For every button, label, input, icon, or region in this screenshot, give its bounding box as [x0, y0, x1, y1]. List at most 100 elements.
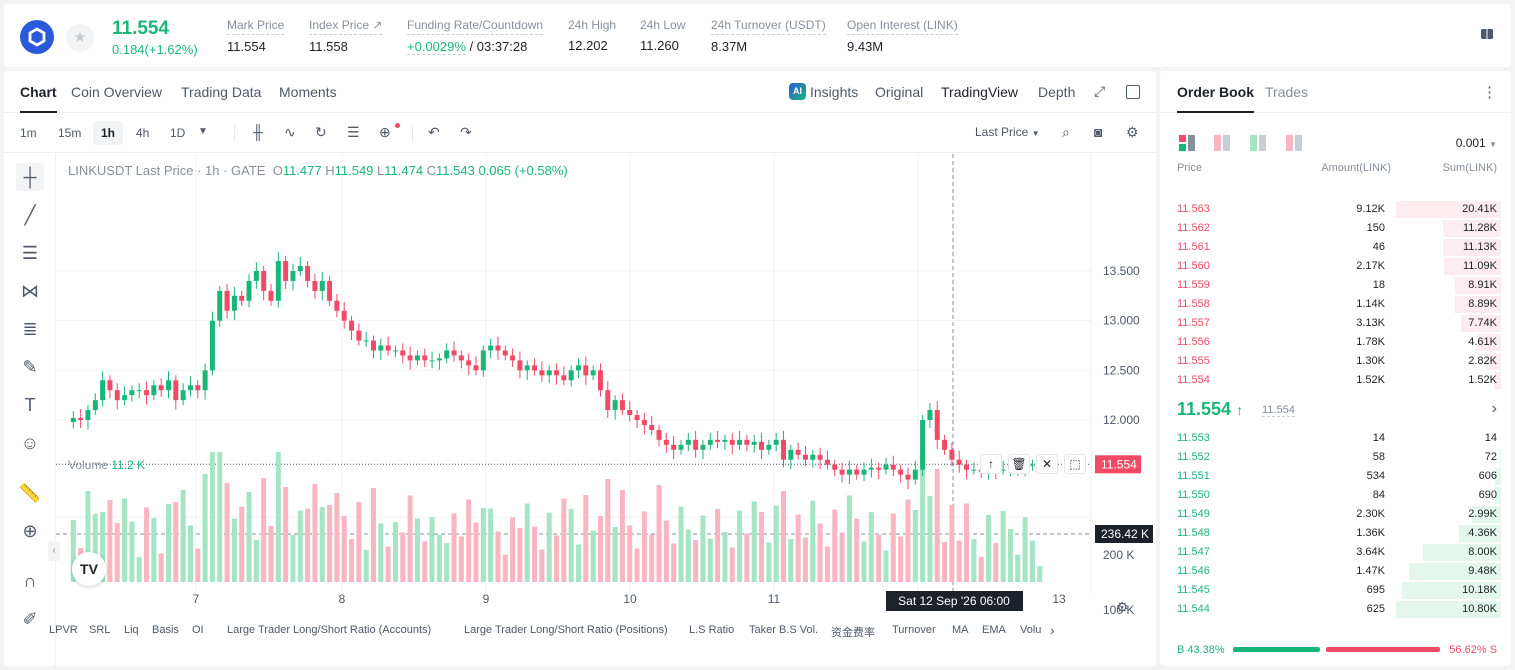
gear-icon[interactable]: ⚙	[1126, 124, 1139, 140]
chevron-right-icon[interactable]: ›	[1491, 400, 1497, 417]
bid-row[interactable]: 11.551 534 606	[1160, 467, 1511, 486]
layout-bids-icon[interactable]	[1214, 135, 1230, 151]
trash-icon[interactable]: 🗑	[1008, 454, 1030, 474]
trendline-icon[interactable]: ╱	[24, 205, 36, 225]
undo-icon[interactable]: ↶	[428, 124, 440, 140]
ask-row[interactable]: 11.556 1.78K 4.61K	[1160, 333, 1511, 352]
chevron-right-icon[interactable]: ›	[1050, 622, 1055, 638]
indicator-item[interactable]: L.S Ratio	[689, 624, 735, 636]
stat-index-price[interactable]: Index Price ↗ 11.558	[309, 18, 383, 54]
indicator-item[interactable]: Volu	[1020, 624, 1042, 636]
ask-row[interactable]: 11.560 2.17K 11.09K	[1160, 257, 1511, 276]
bid-row[interactable]: 11.552 58 72	[1160, 448, 1511, 467]
bid-row[interactable]: 11.550 84 690	[1160, 486, 1511, 505]
stat-funding-rate[interactable]: Funding Rate/Countdown +0.0029% / 03:37:…	[407, 18, 544, 55]
camera-icon[interactable]: ◙	[1094, 124, 1103, 140]
pattern-icon[interactable]: ⋈	[21, 281, 39, 301]
ask-row[interactable]: 11.562 150 11.28K	[1160, 219, 1511, 238]
emoji-icon[interactable]: ☺	[20, 433, 40, 453]
timeframe-1d[interactable]: 1D	[170, 126, 186, 140]
tab-order-book[interactable]: Order Book	[1177, 84, 1255, 113]
ask-row[interactable]: 11.557 3.13K 7.74K	[1160, 314, 1511, 333]
book-icon[interactable]	[1479, 26, 1497, 44]
layout-both-icon[interactable]	[1179, 135, 1195, 151]
indicator-item[interactable]: Large Trader Long/Short Ratio (Accounts)	[227, 624, 432, 636]
tab-chart[interactable]: Chart	[20, 84, 57, 113]
ask-row[interactable]: 11.555 1.30K 2.82K	[1160, 352, 1511, 371]
redo-icon[interactable]: ↷	[460, 124, 472, 140]
candlestick-chart[interactable]: 13.500 13.000 12.500 12.000 11.554 236.42 K 20…	[56, 154, 1156, 617]
bid-row[interactable]: 11.547 3.64K 8.00K	[1160, 543, 1511, 562]
tab-tradingview[interactable]: TradingView	[941, 84, 1019, 100]
tab-moments[interactable]: Moments	[279, 84, 337, 100]
horizontal-lines-icon[interactable]: ☰	[21, 243, 39, 263]
precision-select[interactable]: 0.001 ▼	[1456, 136, 1497, 150]
volume-bar	[305, 508, 311, 582]
ask-row[interactable]: 11.559 18 8.91K	[1160, 276, 1511, 295]
timeframe-15m[interactable]: 15m	[58, 126, 82, 140]
timeframe-1m[interactable]: 1m	[20, 126, 37, 140]
layout-asks-icon[interactable]	[1250, 135, 1266, 151]
ask-row[interactable]: 11.561 46 11.13K	[1160, 238, 1511, 257]
stat-open-interest[interactable]: Open Interest (LINK) 9.43M	[847, 18, 958, 54]
tab-insights[interactable]: Insights	[810, 84, 859, 100]
price-type-select[interactable]: Last Price ▼	[975, 125, 1040, 139]
indicator-item[interactable]: Turnover	[892, 624, 936, 636]
ask-row[interactable]: 11.563 9.12K 20.41K	[1160, 200, 1511, 219]
crosshair-icon[interactable]: ┼	[16, 163, 44, 191]
indicator-item[interactable]: MA	[952, 624, 969, 636]
indicator-item[interactable]: Taker B.S Vol.	[749, 624, 819, 636]
window-icon[interactable]	[1126, 85, 1140, 99]
magnet-icon[interactable]: ∩	[23, 571, 37, 591]
layout-sells-icon[interactable]	[1286, 135, 1302, 151]
tab-trading-data[interactable]: Trading Data	[181, 84, 262, 100]
bid-row[interactable]: 11.549 2.30K 2.99K	[1160, 505, 1511, 524]
tab-depth[interactable]: Depth	[1038, 84, 1076, 100]
bid-row[interactable]: 11.544 625 10.80K	[1160, 600, 1511, 619]
maximize-icon[interactable]: ⬚	[1064, 454, 1086, 474]
more-vertical-icon[interactable]: ⋮	[1482, 84, 1497, 101]
indicator-item[interactable]: LPVR	[49, 624, 78, 636]
indicators-icon[interactable]: ∿	[284, 124, 296, 140]
tab-original[interactable]: Original	[875, 84, 924, 100]
timeframe-1h[interactable]: 1h	[93, 121, 124, 145]
ask-row[interactable]: 11.558 1.14K 8.89K	[1160, 295, 1511, 314]
collapse-icon[interactable]: ✕	[1036, 454, 1058, 474]
bid-row[interactable]: 11.553 14 14	[1160, 429, 1511, 448]
bid-row[interactable]: 11.545 695 10.18K	[1160, 581, 1511, 600]
collapse-left-icon[interactable]: ‹	[48, 541, 60, 561]
tab-coin-overview[interactable]: Coin Overview	[71, 84, 163, 100]
indicator-item[interactable]: Liq	[124, 624, 139, 636]
text-icon[interactable]: T	[24, 395, 36, 415]
timeframe-4h[interactable]: 4h	[136, 126, 150, 140]
refresh-icon[interactable]: ↻	[315, 124, 327, 140]
brush-icon[interactable]: ✎	[22, 357, 38, 377]
stat-24h-turnover[interactable]: 24h Turnover (USDT) 8.37M	[711, 18, 826, 54]
bid-row[interactable]: 11.548 1.36K 4.36K	[1160, 524, 1511, 543]
templates-icon[interactable]: ☰	[347, 124, 360, 140]
stat-mark-price[interactable]: Mark Price 11.554	[227, 18, 285, 54]
ruler-icon[interactable]: 📏	[18, 483, 42, 503]
pencil-lock-icon[interactable]: ✐	[22, 609, 38, 629]
add-indicator-icon[interactable]: ⊕	[379, 124, 391, 140]
indicator-item[interactable]: Large Trader Long/Short Ratio (Positions…	[464, 624, 668, 636]
indicator-item[interactable]: Basis	[152, 624, 179, 636]
indicator-item[interactable]: OI	[192, 624, 204, 636]
expand-icon[interactable]: ⤢	[1094, 83, 1106, 99]
indicator-item[interactable]: SRL	[89, 624, 111, 636]
candle-type-icon[interactable]: ╫	[253, 124, 263, 140]
zoom-in-icon[interactable]: ⊕	[22, 521, 38, 541]
candle-body	[876, 467, 882, 470]
favorite-star-icon[interactable]: ★	[66, 24, 94, 52]
tab-trades[interactable]: Trades	[1265, 84, 1309, 100]
indicator-item[interactable]: 资金费率	[831, 627, 875, 639]
timeframe-dropdown-icon[interactable]: ▼	[198, 126, 208, 137]
bid-row[interactable]: 11.546 1.47K 9.48K	[1160, 562, 1511, 581]
indicator-item[interactable]: EMA	[982, 624, 1006, 636]
fib-icon[interactable]: ≣	[22, 319, 38, 339]
settings-circle-icon[interactable]: ⚙	[1116, 599, 1129, 615]
legend-change: 0.065 (+0.58%)	[478, 163, 568, 178]
search-icon[interactable]: ⌕	[1062, 124, 1070, 140]
ask-row[interactable]: 11.554 1.52K 1.52K	[1160, 371, 1511, 390]
move-up-icon[interactable]: ↑	[980, 454, 1002, 474]
